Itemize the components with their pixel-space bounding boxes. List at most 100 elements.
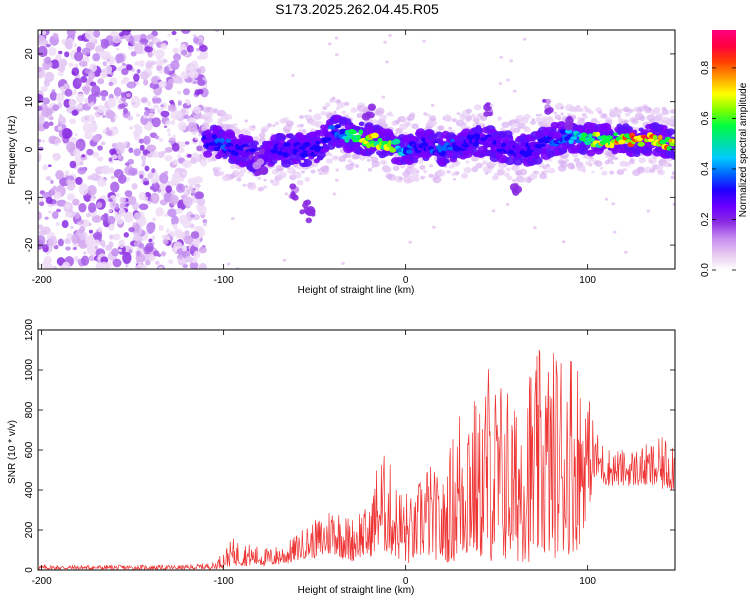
noise-blob [49,91,58,101]
noise-blob [109,148,117,156]
noise-blob [74,212,81,220]
noise-blob [167,133,172,137]
halo-blob [354,164,360,168]
noise-blob [86,148,94,156]
noise-blob [151,168,156,174]
noise-blob [138,59,145,67]
noise-blob [165,185,173,193]
noise-blob [128,147,134,154]
noise-blob [78,60,88,67]
ridge-core [473,133,481,139]
noise-blob [156,64,163,72]
noise-blob [157,151,165,159]
halo-blob [261,125,269,133]
halo-blob [257,186,264,192]
noise-blob [199,44,208,52]
noise-blob [139,174,144,179]
ridge-core [205,134,213,140]
x-tick-label: 100 [579,576,596,587]
ridge-core [666,146,672,151]
halo-blob [320,111,327,116]
spectrogram-heatmap [38,30,675,269]
noise-blob [151,235,156,240]
colorbar-tick-label: 0.0 [700,263,711,277]
noise-blob [97,145,103,151]
halo-blob [463,166,472,174]
isolated-blob [566,122,572,127]
noise-blob [115,53,125,63]
noise-blob [72,247,77,251]
noise-blob [38,143,41,146]
noise-blob [139,38,149,45]
ridge-core [441,150,447,155]
halo-blob [272,124,276,128]
noise-blob [198,133,202,137]
noise-blob [55,170,64,180]
noise-blob [135,264,145,269]
noise-blob [124,190,133,198]
noise-blob [107,215,116,225]
halo-blob [528,173,538,180]
halo-blob [661,109,670,115]
ridge-blob [279,135,287,141]
noise-blob [38,66,43,72]
ridge-core [531,152,539,156]
noise-blob [38,235,46,246]
noise-blob [38,262,41,267]
noise-blob [38,114,45,125]
noise-blob [152,151,160,158]
ridge-core [283,142,291,147]
noise-blob [111,43,115,46]
halo-blob [505,167,511,172]
noise-blob [101,243,106,248]
faint-dot [230,217,235,221]
faint-dot [385,60,389,64]
halo-blob [428,119,438,127]
noise-blob [96,202,103,209]
ridge-core [225,138,232,143]
halo-blob [234,122,238,126]
halo-blob [638,115,646,122]
halo-blob [616,169,625,176]
noise-blob [87,245,96,256]
heatmap-cells [38,30,675,269]
spectrogram-y-label: Frequency (Hz) [7,116,18,185]
halo-blob [236,177,242,182]
halo-blob [225,113,233,120]
faint-dot [381,95,386,99]
noise-blob [173,75,183,84]
noise-blob [122,62,126,66]
faint-dot [498,82,503,86]
halo-blob [671,170,675,176]
halo-blob [398,176,403,181]
noise-blob [181,30,191,34]
noise-blob [198,262,208,269]
noise-blob [158,138,164,143]
faint-dot [319,143,324,147]
isolated-blob [289,183,297,190]
halo-blob [259,137,266,143]
noise-blob [52,153,61,162]
noise-blob [128,35,135,44]
ridge-core [582,132,588,138]
noise-blob [167,33,171,37]
noise-blob [38,229,47,236]
noise-blob [177,90,182,95]
faint-dot [335,168,340,172]
noise-blob [171,215,179,225]
halo-blob [344,152,352,158]
halo-blob [328,152,333,157]
noise-blob [127,30,132,33]
faint-dot [565,158,569,162]
noise-blob [112,258,122,268]
noise-blob [125,263,129,268]
halo-blob [523,113,531,120]
faint-dot [624,250,628,254]
noise-blob [38,111,41,117]
ridge-core [605,135,613,140]
halo-blob [589,156,593,159]
y-tick-label: 0 [24,567,35,573]
noise-blob [100,50,109,61]
halo-blob [569,164,576,170]
halo-blob [652,107,661,114]
